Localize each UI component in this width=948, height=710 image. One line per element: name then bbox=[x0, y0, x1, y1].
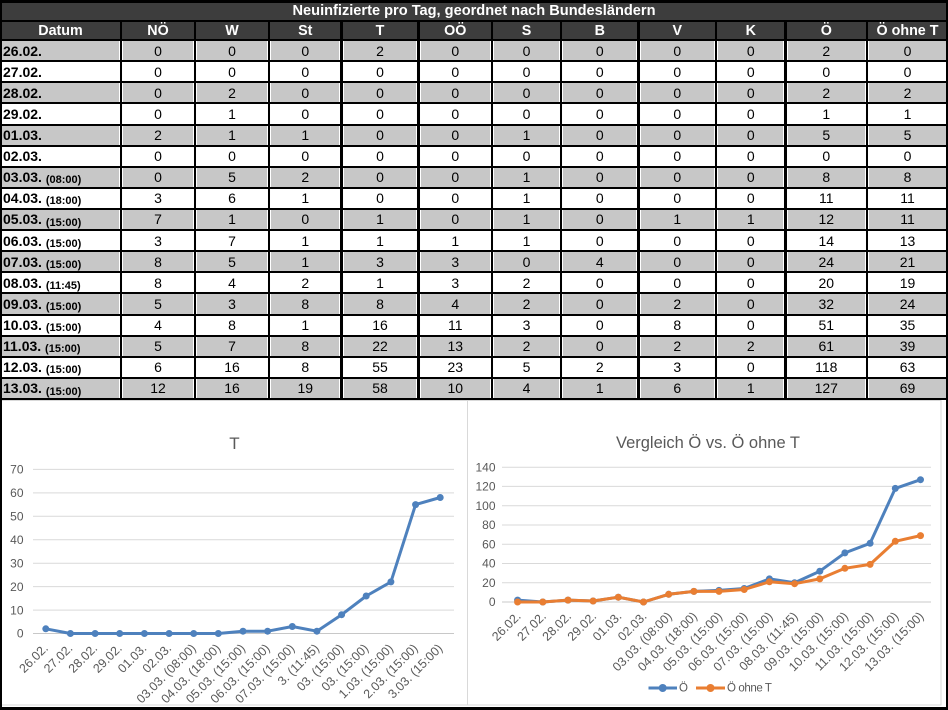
svg-text:20: 20 bbox=[10, 580, 24, 594]
svg-text:0: 0 bbox=[489, 595, 496, 609]
svg-text:30: 30 bbox=[10, 556, 24, 570]
svg-text:Ö: Ö bbox=[679, 683, 688, 695]
svg-text:T: T bbox=[229, 434, 239, 453]
svg-text:120: 120 bbox=[475, 480, 495, 494]
svg-text:Ö ohne T: Ö ohne T bbox=[727, 683, 772, 695]
svg-text:40: 40 bbox=[10, 533, 24, 547]
svg-text:50: 50 bbox=[10, 510, 24, 524]
svg-text:Vergleich Ö vs. Ö ohne T: Vergleich Ö vs. Ö ohne T bbox=[616, 434, 800, 452]
svg-text:60: 60 bbox=[482, 537, 496, 551]
svg-text:80: 80 bbox=[482, 518, 496, 532]
svg-text:70: 70 bbox=[10, 463, 24, 477]
svg-text:20: 20 bbox=[482, 576, 496, 590]
svg-text:60: 60 bbox=[10, 486, 24, 500]
svg-text:10: 10 bbox=[10, 603, 24, 617]
svg-text:100: 100 bbox=[475, 499, 495, 513]
svg-text:0: 0 bbox=[17, 627, 24, 641]
svg-text:140: 140 bbox=[475, 460, 495, 474]
svg-text:40: 40 bbox=[482, 557, 496, 571]
